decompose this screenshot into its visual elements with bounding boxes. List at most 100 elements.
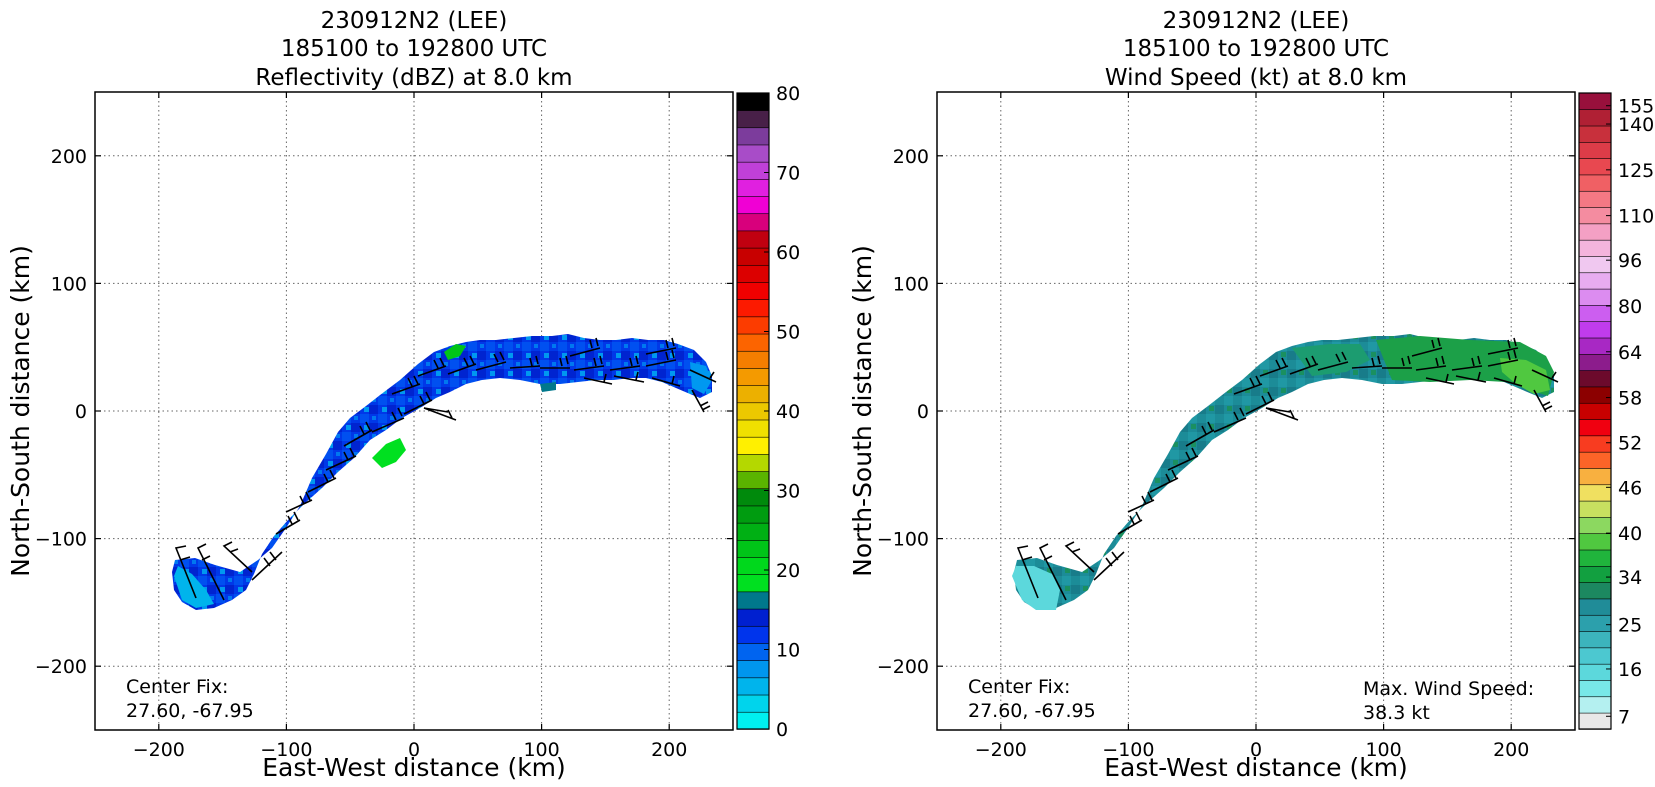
wind-speed-colorbar-segment: [1578, 696, 1612, 714]
left-center-fix-label: Center Fix:: [126, 676, 228, 698]
reflectivity-colorbar-segment: [736, 213, 770, 232]
reflectivity-colorbar-segment: [736, 711, 770, 730]
left-ytick-label: 200: [51, 146, 87, 168]
right-xtick-label: 200: [1493, 739, 1529, 761]
left-xtick-label: 200: [651, 739, 687, 761]
wind-speed-colorbar-label: 34: [1618, 567, 1642, 589]
wind-speed-colorbar-segment: [1578, 679, 1612, 698]
right-center-fix-value: 27.60, -67.95: [968, 700, 1096, 722]
wind-speed-colorbar-segment: [1578, 92, 1612, 111]
reflectivity-colorbar-segment: [736, 453, 770, 472]
reflectivity-colorbar-segment: [736, 591, 770, 610]
wind-speed-colorbar-segment: [1578, 500, 1612, 518]
wind-speed-colorbar-segment: [1578, 141, 1612, 159]
right-ytick-label: 200: [893, 146, 929, 168]
reflectivity-colorbar-segment: [736, 161, 770, 180]
reflectivity-colorbar-label: 30: [776, 481, 800, 503]
right-axis-ticks: −200 −100 0 100 200 −200 −100 0 100 200: [877, 92, 1575, 761]
wind-speed-colorbar-segment: [1578, 598, 1612, 616]
wind-speed-light-cyan: [1012, 566, 1060, 610]
reflectivity-colorbar-label: 40: [776, 401, 800, 423]
wind-speed-colorbar-label: 80: [1618, 296, 1642, 318]
wind-speed-colorbar-segment: [1578, 239, 1612, 257]
wind-speed-colorbar-segment: [1578, 255, 1612, 274]
reflectivity-colorbar: 0 10 20 30 40 50 60 70 80: [736, 83, 800, 741]
wind-speed-colorbar-segment: [1578, 630, 1612, 649]
right-title-line-3: Wind Speed (kt) at 8.0 km: [1105, 65, 1407, 91]
reflectivity-colorbar-segment: [736, 522, 770, 541]
wind-speed-colorbar-segment: [1578, 516, 1612, 535]
reflectivity-colorbar-label: 0: [776, 719, 788, 741]
wind-speed-colorbar-label: 25: [1618, 615, 1642, 637]
right-xtick-label: 0: [1250, 739, 1262, 761]
reflectivity-colorbar-segment: [736, 384, 770, 404]
wind-speed-bright-green: [1500, 358, 1550, 394]
reflectivity-colorbar-segment: [736, 505, 770, 524]
wind-speed-colorbar-segment: [1578, 435, 1612, 453]
wind-speed-green-east: [1376, 336, 1554, 396]
wind-speed-colorbar-segment: [1578, 647, 1612, 665]
wind-speed-colorbar-segment: [1578, 125, 1612, 143]
max-wind-label: Max. Wind Speed:: [1363, 678, 1534, 700]
wind-speed-colorbar-label: 52: [1618, 433, 1642, 455]
wind-speed-colorbar-segment: [1578, 353, 1612, 371]
wind-speed-colorbar-label: 40: [1618, 523, 1642, 545]
wind-speed-title: 230912N2 (LEE) 185100 to 192800 UTC Wind…: [1105, 8, 1407, 91]
wind-speed-colorbar-segment: [1578, 565, 1612, 583]
wind-speed-colorbar-segment: [1578, 533, 1612, 551]
right-grid: [937, 92, 1575, 730]
wind-speed-colorbar-label: 58: [1618, 388, 1642, 410]
left-wind-barbs: [174, 337, 717, 601]
wind-speed-colorbar-label: 7: [1618, 706, 1630, 728]
wind-speed-colorbar-segment: [1578, 418, 1612, 437]
reflectivity-colorbar-label: 50: [776, 322, 800, 344]
wind-speed-colorbar-segment: [1578, 321, 1612, 339]
reflectivity-colorbar-label: 80: [776, 83, 800, 105]
reflectivity-colorbar-label: 10: [776, 640, 800, 662]
wind-speed-field: [1012, 334, 1554, 610]
left-ylabel: North-South distance (km): [6, 245, 35, 577]
reflectivity-colorbar-segment: [736, 92, 770, 111]
reflectivity-colorbar-segment: [736, 642, 770, 661]
reflectivity-colorbar-segment: [736, 230, 770, 249]
right-ytick-label: −200: [877, 656, 929, 678]
left-title-line-2: 185100 to 192800 UTC: [281, 36, 547, 62]
right-ytick-label: 0: [917, 401, 929, 423]
wind-speed-colorbar-label: 125: [1618, 160, 1654, 182]
reflectivity-colorbar-segment: [736, 659, 770, 679]
reflectivity-colorbar-segment: [736, 625, 770, 644]
reflectivity-high-core: [372, 438, 406, 468]
reflectivity-colorbar-segment: [736, 127, 770, 146]
wind-speed-colorbar-segment: [1578, 190, 1612, 208]
reflectivity-cyan-edge-2: [690, 362, 712, 394]
left-xlabel: East-West distance (km): [262, 753, 566, 782]
wind-speed-colorbar-label: 96: [1618, 250, 1642, 272]
reflectivity-colorbar-segment: [736, 264, 770, 283]
reflectivity-colorbar-segment: [736, 281, 770, 300]
left-xtick-label: −200: [133, 739, 185, 761]
reflectivity-colorbar-segment: [736, 144, 770, 163]
right-ytick-label: 100: [893, 273, 929, 295]
wind-speed-colorbar-segment: [1578, 402, 1612, 420]
reflectivity-colorbar-segment: [736, 608, 770, 627]
right-wind-barbs: [1016, 337, 1559, 601]
wind-speed-colorbar-label: 110: [1618, 206, 1654, 228]
left-ytick-label: −100: [35, 529, 87, 551]
reflectivity-colorbar-segment: [736, 470, 770, 490]
reflectivity-cyan-edge: [174, 566, 214, 608]
reflectivity-band: [172, 334, 712, 610]
wind-speed-colorbar-label: 155: [1618, 96, 1654, 118]
wind-speed-colorbar-label: 140: [1618, 114, 1654, 136]
reflectivity-colorbar-label: 60: [776, 242, 800, 264]
reflectivity-colorbar-segment: [736, 109, 770, 129]
reflectivity-colorbar-label: 20: [776, 560, 800, 582]
wind-speed-colorbar-segment: [1578, 451, 1612, 469]
reflectivity-colorbar-segment: [736, 178, 770, 197]
reflectivity-colorbar-segment: [736, 556, 770, 575]
wind-speed-colorbar-segment: [1578, 109, 1612, 127]
right-center-fix-label: Center Fix:: [968, 676, 1070, 698]
left-ytick-label: 0: [75, 401, 87, 423]
right-xlabel: East-West distance (km): [1104, 753, 1408, 782]
left-ytick-label: 100: [51, 273, 87, 295]
